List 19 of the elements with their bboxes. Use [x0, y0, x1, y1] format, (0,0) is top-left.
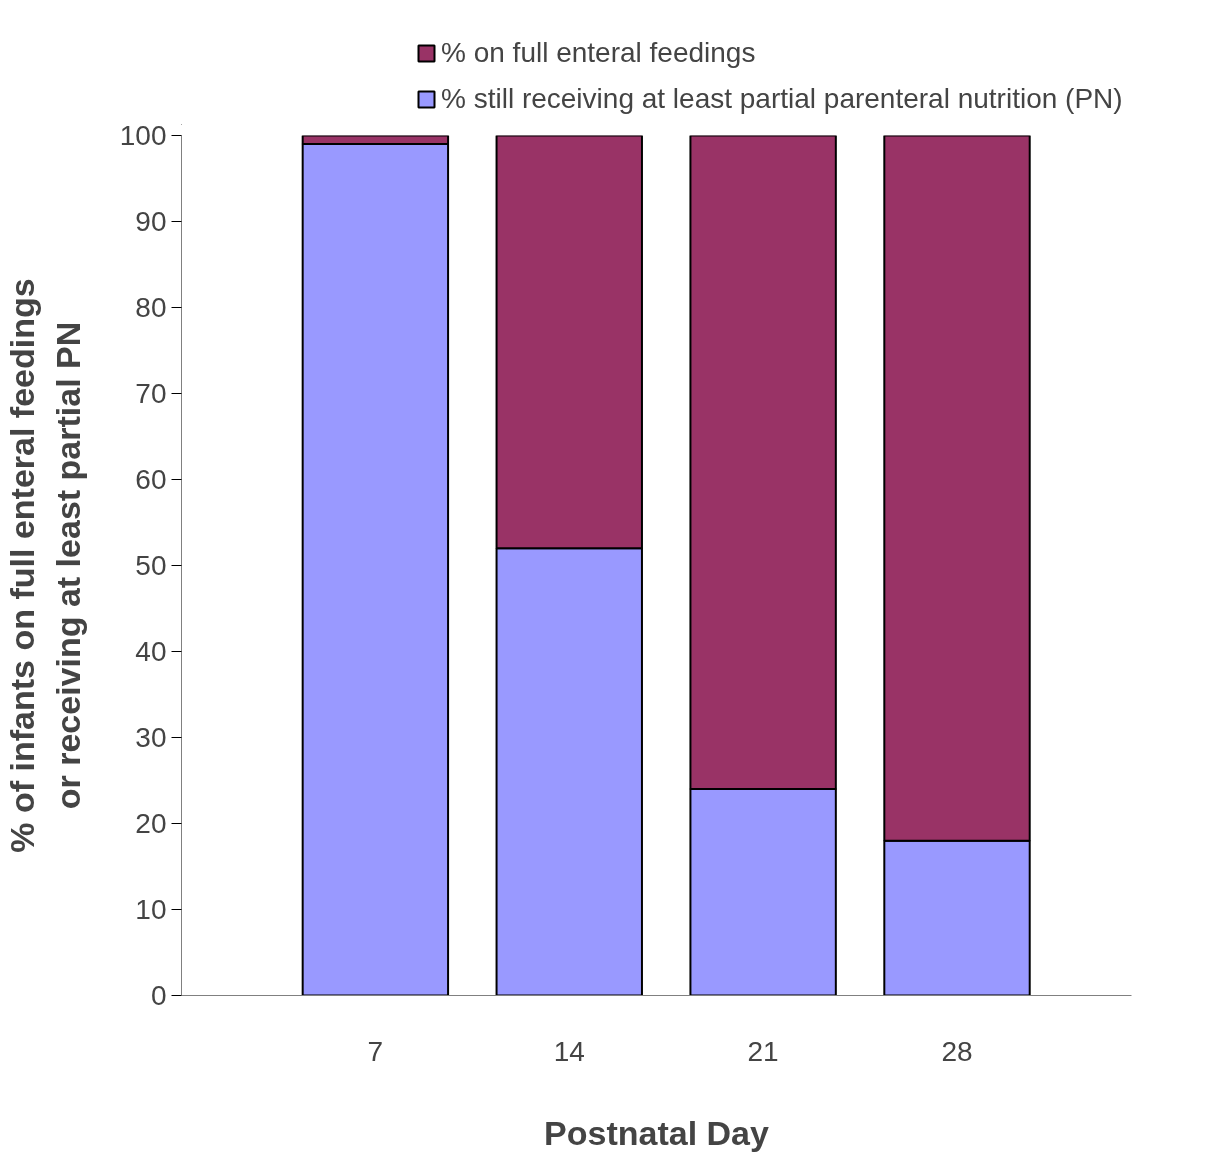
y-tick-label: 20 [135, 808, 167, 839]
legend-label: % on full enteral feedings [441, 37, 756, 69]
y-tick-label: 10 [135, 894, 167, 925]
y-tick-label: 0 [150, 980, 167, 1011]
x-tick-label: 28 [941, 1035, 973, 1067]
x-tick-label: 21 [747, 1035, 779, 1067]
y-tick-label: 80 [135, 292, 167, 323]
y-tick-label: 90 [135, 206, 167, 237]
y-tick-label: 60 [135, 464, 167, 495]
x-axis-title: Postnatal Day [544, 1113, 770, 1152]
y-tick-label: 70 [135, 378, 167, 409]
x-tick-label: 14 [553, 1035, 585, 1067]
y-tick-label: 40 [135, 636, 167, 667]
y-tick-label: 50 [135, 550, 167, 581]
y-tick-label: 100 [119, 120, 167, 151]
legend-label: % still receiving at least partial parenteral nutrition (PN) [441, 83, 1123, 115]
y-tick-label: 30 [135, 722, 167, 753]
y-axis-title: % of infants on full enteral feedings or receiving at least partial PN [3, 278, 87, 853]
x-tick-label: 7 [367, 1035, 384, 1067]
